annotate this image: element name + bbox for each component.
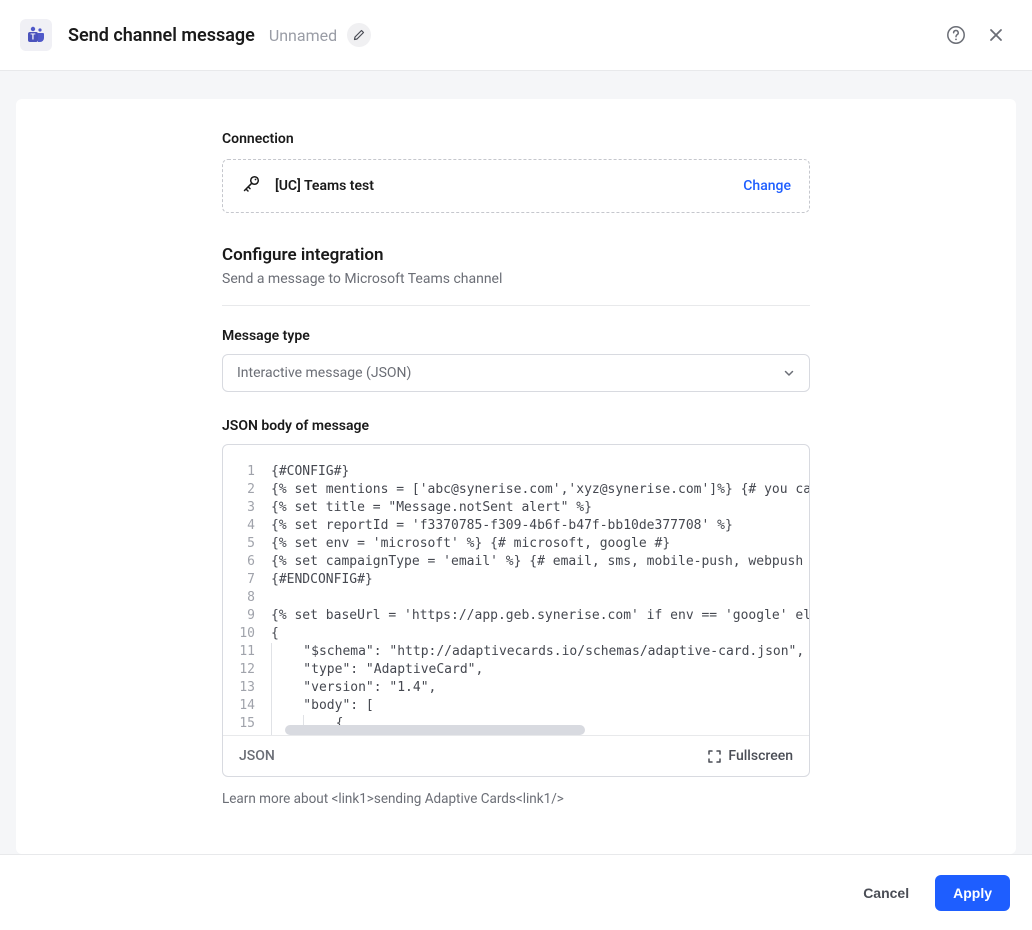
chevron-down-icon [783, 367, 795, 379]
help-circle-icon [946, 25, 966, 45]
fullscreen-button[interactable]: Fullscreen [707, 748, 793, 764]
cancel-button[interactable]: Cancel [855, 875, 917, 911]
close-button[interactable] [980, 19, 1012, 51]
page-header: T Send channel message Unnamed [0, 0, 1032, 71]
line-numbers: 12345678910111213141516 [223, 445, 265, 735]
page-subtitle: Unnamed [269, 26, 337, 45]
code-editor-footer: JSON Fullscreen [223, 735, 809, 776]
learn-more-text: Learn more about <link1>sending Adaptive… [222, 791, 810, 807]
teams-app-icon: T [20, 19, 52, 51]
svg-text:T: T [31, 33, 36, 42]
apply-button[interactable]: Apply [935, 875, 1010, 911]
change-connection-link[interactable]: Change [743, 178, 791, 194]
message-type-select[interactable]: Interactive message (JSON) [222, 354, 810, 392]
horizontal-scrollbar[interactable] [285, 725, 799, 735]
page-footer: Cancel Apply [0, 854, 1032, 930]
main-content: Connection [UC] Teams test Change Config… [0, 71, 1032, 854]
json-code-editor: 12345678910111213141516 {#CONFIG#}{% set… [222, 444, 810, 777]
fullscreen-icon [707, 749, 722, 764]
connection-name: [UC] Teams test [275, 178, 743, 194]
page-title: Send channel message [68, 25, 255, 46]
configure-title: Configure integration [222, 245, 810, 265]
code-area[interactable]: 12345678910111213141516 {#CONFIG#}{% set… [223, 445, 809, 735]
connection-label: Connection [222, 131, 810, 147]
close-icon [987, 26, 1005, 44]
connection-selector[interactable]: [UC] Teams test Change [222, 159, 810, 213]
pencil-icon [353, 29, 365, 41]
section-divider [222, 305, 810, 306]
message-type-value: Interactive message (JSON) [237, 365, 783, 381]
help-button[interactable] [940, 19, 972, 51]
config-card: Connection [UC] Teams test Change Config… [16, 99, 1016, 854]
configure-description: Send a message to Microsoft Teams channe… [222, 271, 810, 287]
code-lines[interactable]: {#CONFIG#}{% set mentions = ['abc@syneri… [265, 445, 809, 735]
code-language-badge: JSON [239, 748, 707, 764]
json-body-label: JSON body of message [222, 418, 810, 434]
message-type-label: Message type [222, 328, 810, 344]
key-icon [241, 174, 261, 198]
fullscreen-label: Fullscreen [728, 748, 793, 764]
edit-name-button[interactable] [347, 23, 371, 47]
scrollbar-thumb[interactable] [285, 725, 585, 735]
